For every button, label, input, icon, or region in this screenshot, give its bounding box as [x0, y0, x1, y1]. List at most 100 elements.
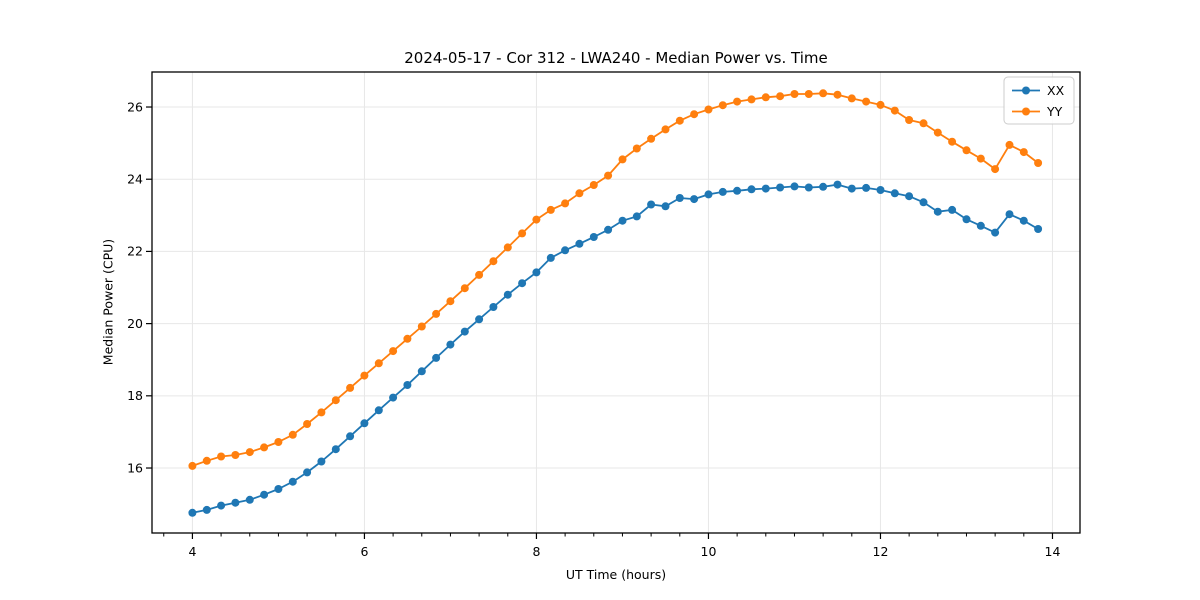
series-YY-point [1034, 159, 1043, 167]
y-tick-label: 24 [127, 172, 143, 187]
series-XX-point [260, 490, 269, 499]
series-XX-point [632, 212, 641, 221]
series-YY-point [217, 452, 226, 461]
series-YY-point [546, 205, 555, 214]
series-YY-point [876, 100, 885, 109]
series-XX-point [776, 183, 785, 192]
series-XX-point [475, 315, 484, 324]
x-tick-label: 14 [1045, 544, 1061, 559]
series-XX-point [675, 194, 684, 202]
series-YY-point [675, 116, 684, 125]
series-YY-point [245, 448, 254, 457]
series-XX-point [905, 192, 914, 201]
series-XX-point [217, 501, 226, 510]
x-axis-title: UT Time (hours) [565, 567, 667, 582]
series-YY-point [346, 383, 355, 392]
legend-marker-icon [1022, 86, 1030, 95]
series-YY-point [503, 243, 512, 252]
series-XX-point [532, 268, 541, 277]
series-XX-point [1034, 225, 1043, 233]
series-XX-point [360, 419, 369, 428]
series-YY-point [489, 257, 498, 266]
series-YY-point [833, 90, 842, 99]
series-YY-point [804, 90, 813, 98]
series-YY-point [432, 309, 441, 318]
series-XX-point [489, 303, 498, 311]
series-XX-point [288, 477, 297, 486]
series-XX-point [718, 187, 727, 196]
series-XX-point [948, 205, 957, 214]
series-XX-point [661, 202, 670, 211]
series-YY-point [632, 144, 641, 153]
legend-label: YY [1046, 104, 1063, 119]
series-YY-point [460, 284, 469, 293]
series-YY-point [202, 456, 211, 465]
series-XX-point [690, 195, 699, 204]
series-XX-point [790, 182, 799, 191]
series-XX-point [389, 393, 398, 402]
series-YY-point [1005, 140, 1014, 149]
series-YY-point [389, 347, 398, 356]
series-YY-point [417, 322, 426, 331]
series-XX-point [374, 406, 383, 415]
legend-entry-YY: YY [1012, 104, 1063, 119]
series-YY-point [905, 116, 914, 124]
y-tick-label: 22 [127, 244, 143, 259]
y-tick-label: 20 [127, 316, 143, 331]
series-YY-point [647, 134, 656, 143]
legend-label: XX [1047, 83, 1065, 98]
series-XX-point [919, 198, 928, 207]
legend-entry-XX: XX [1012, 83, 1065, 98]
series-XX-point [417, 367, 426, 376]
series-YY-point [776, 92, 785, 101]
series-XX-point [819, 182, 828, 191]
series-YY-point [604, 171, 613, 180]
series-XX-point [833, 180, 842, 189]
series-YY-point [718, 101, 727, 110]
y-tick-label: 18 [127, 388, 143, 403]
plot-border [151, 71, 1081, 534]
series-YY-point [231, 451, 240, 459]
y-tick-label: 16 [127, 460, 143, 475]
series-XX-point [188, 508, 197, 517]
series-XX-point [403, 381, 412, 389]
series-YY-point [862, 97, 871, 106]
series-XX-point [991, 228, 1000, 237]
series-XX-point [503, 290, 512, 299]
series-YY-point [747, 95, 756, 104]
series-YY-point [331, 396, 340, 405]
series-YY-point [1019, 148, 1028, 157]
series-XX-point [518, 279, 527, 288]
series-YY-point [288, 430, 297, 439]
series-XX-point [274, 485, 283, 493]
series-YY-point [991, 165, 1000, 174]
series-YY-point [819, 89, 828, 98]
series-XX-point [231, 498, 240, 507]
series-XX-point [331, 445, 340, 454]
series-XX-point [804, 183, 813, 192]
series-YY-point [446, 297, 455, 306]
series-YY-point [690, 110, 699, 119]
series-XX-point [876, 186, 885, 194]
series-XX [188, 180, 1043, 517]
series-YY-point [561, 199, 570, 208]
x-tick-label: 4 [188, 544, 196, 559]
x-tick-label: 10 [701, 544, 717, 559]
series-YY-point [317, 408, 326, 417]
axes-ticks: 4 6 8 10 12 14 16 18 20 22 24 26 [127, 99, 1060, 559]
series-XX-point [618, 216, 627, 225]
series-YY-point [976, 154, 985, 163]
series-YY-point [518, 229, 527, 238]
chart-title: 2024-05-17 - Cor 312 - LWA240 - Median P… [404, 49, 828, 67]
y-tick-label: 26 [127, 99, 143, 114]
series-YY-point [303, 420, 312, 428]
series-XX-point [546, 253, 555, 262]
series-YY-point [847, 94, 856, 103]
series-XX-point [847, 184, 856, 193]
series-YY-point [274, 438, 283, 446]
series-YY-point [948, 137, 957, 146]
series-XX-point [962, 215, 971, 224]
series-YY-point [260, 443, 269, 452]
series-YY-point [933, 128, 942, 137]
